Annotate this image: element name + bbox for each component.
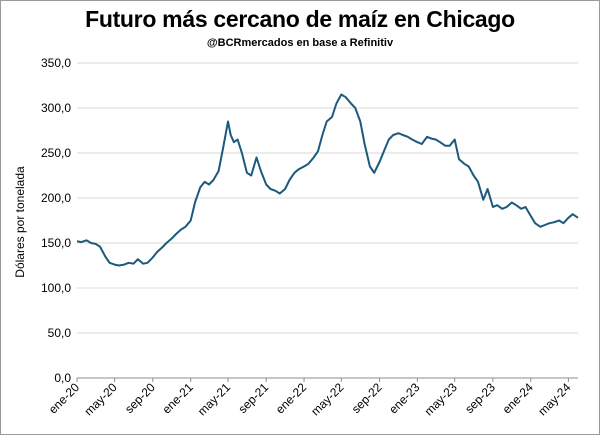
x-tick-label: ene-22	[273, 380, 310, 417]
y-tick-label: 200,0	[41, 191, 71, 205]
x-tick-label: sep-23	[462, 380, 498, 416]
y-tick-label: 50,0	[48, 326, 72, 340]
x-tick-label: ene-24	[500, 380, 537, 417]
chart-title: Futuro más cercano de maíz en Chicago	[85, 6, 515, 32]
y-tick-label: 350,0	[41, 56, 71, 70]
y-tick-label: 100,0	[41, 281, 71, 295]
y-axis-ticks: 0,0 50,0 100,0 150,0 200,0 250,0 300,0 350,0	[41, 56, 71, 385]
x-tick-label: may-24	[535, 380, 573, 418]
x-tick-label: may-22	[308, 380, 346, 418]
x-tick-label: may-20	[82, 380, 120, 418]
x-tick-label: sep-20	[122, 380, 158, 416]
y-tick-label: 250,0	[41, 146, 71, 160]
x-tick-label: sep-21	[235, 380, 271, 416]
x-tick-label: may-23	[422, 380, 460, 418]
x-tick-label: ene-23	[386, 380, 423, 417]
price-series-line	[76, 93, 579, 267]
x-axis-ticks: ene-20 may-20 sep-20 ene-21 may-21 sep-21 ene-…	[46, 378, 574, 418]
y-axis-label: Dólares por tonelada	[13, 166, 27, 278]
y-tick-label: 0,0	[54, 371, 71, 385]
x-tick-label: ene-21	[159, 380, 196, 417]
gridlines	[77, 62, 578, 379]
x-tick-label: may-21	[195, 380, 233, 418]
x-tick-label: sep-22	[349, 380, 385, 416]
y-tick-label: 300,0	[41, 101, 71, 115]
y-tick-label: 150,0	[41, 236, 71, 250]
chart-subtitle: @BCRmercados en base a Refinitiv	[206, 37, 394, 49]
plot-area	[76, 93, 579, 267]
x-tick-label: ene-20	[46, 380, 83, 417]
